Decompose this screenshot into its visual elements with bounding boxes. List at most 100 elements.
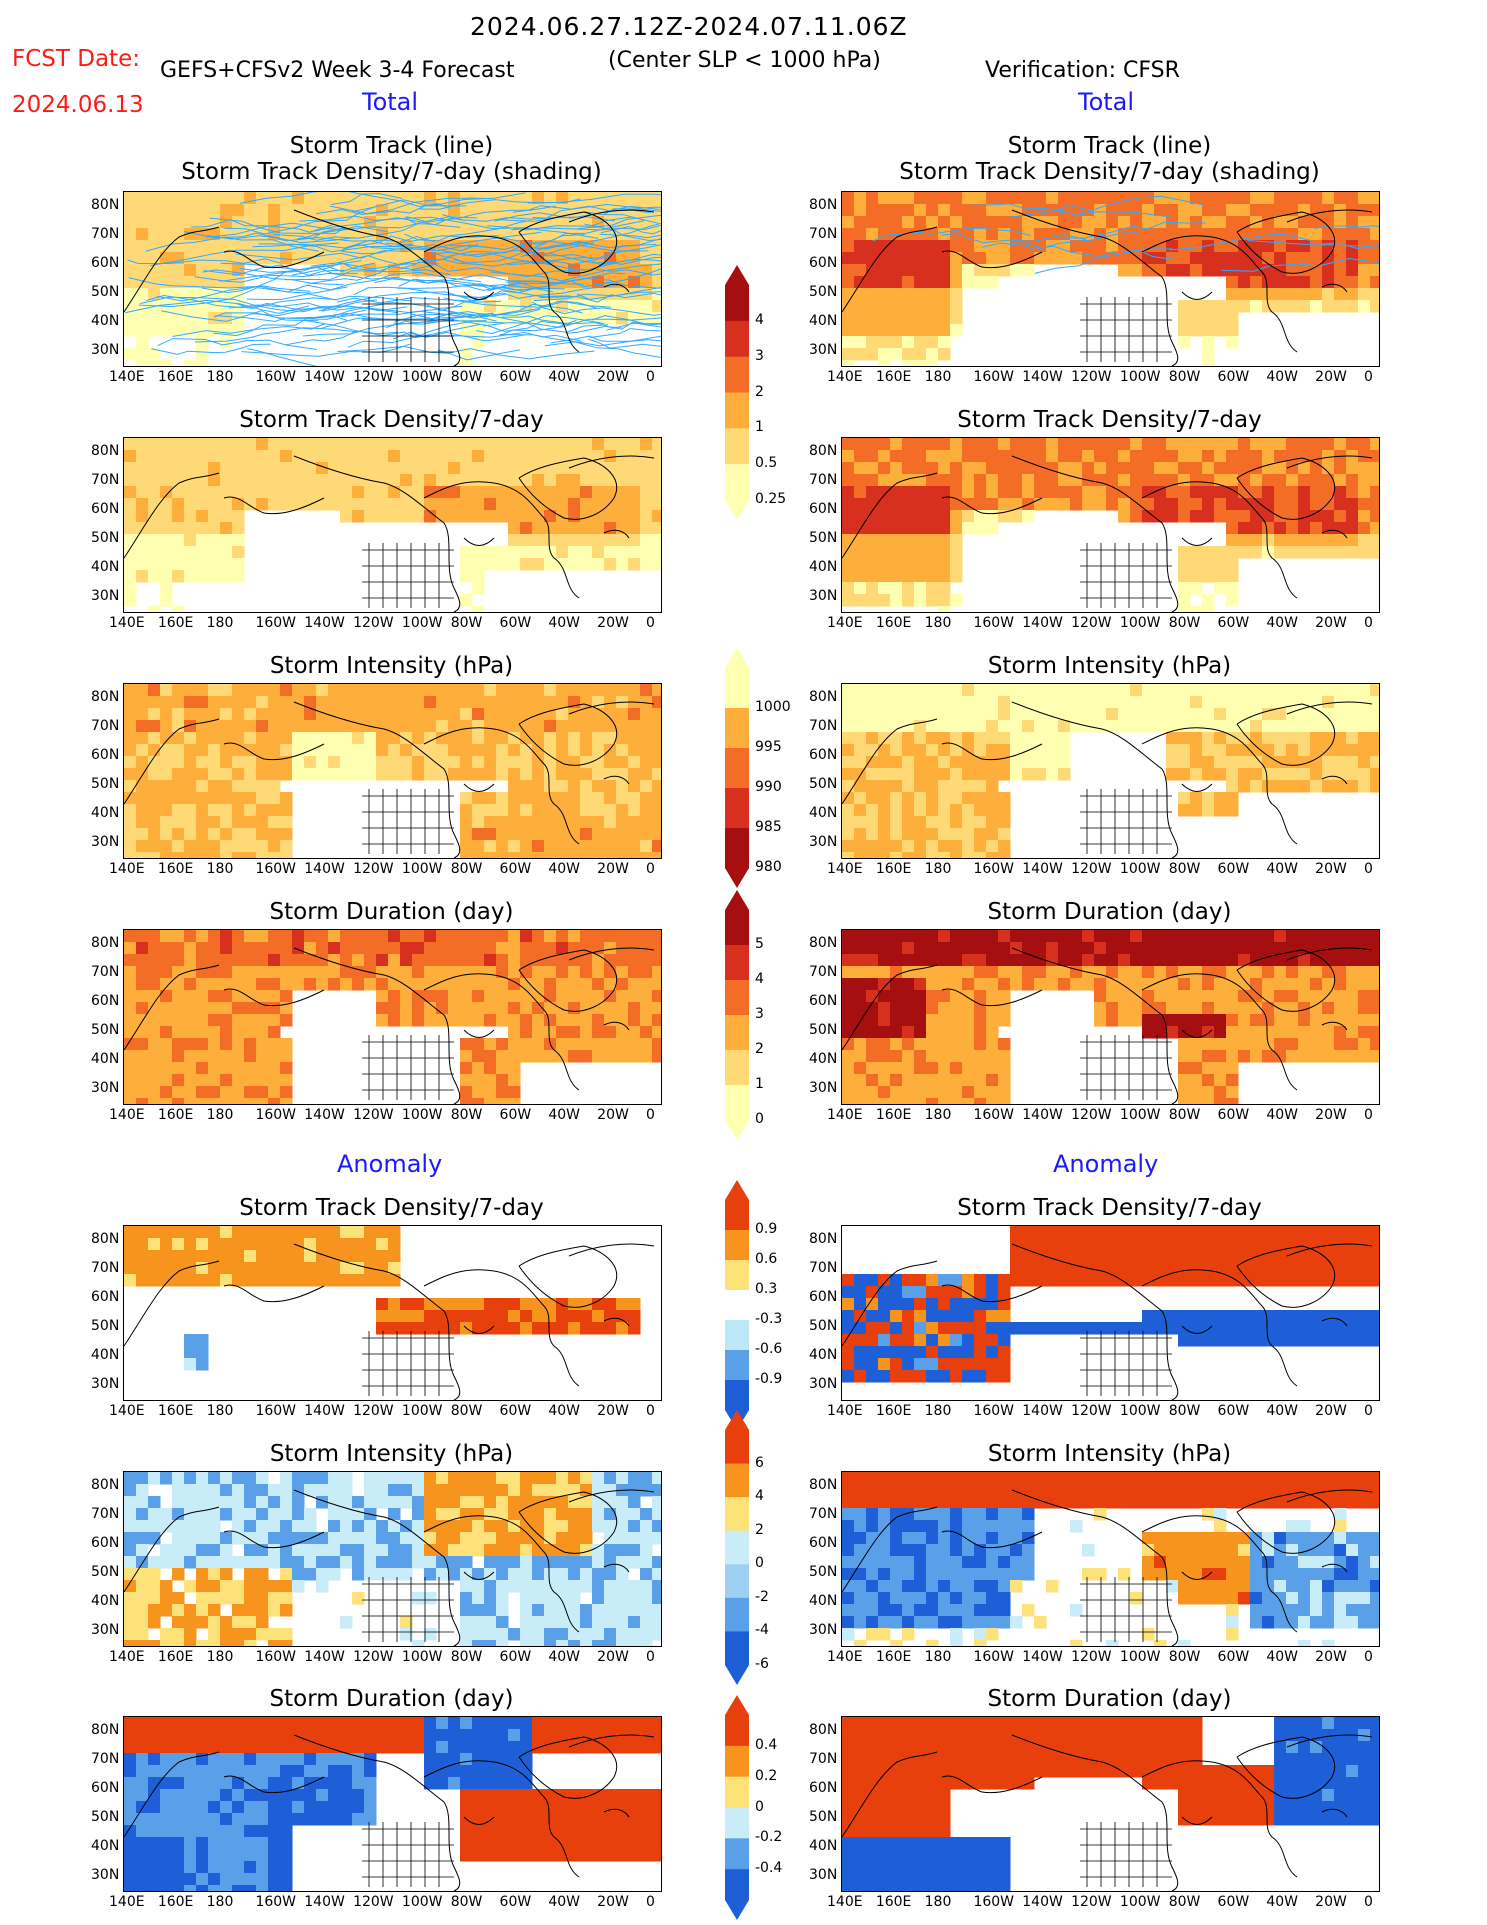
map-r-track-lon-tick: 100W: [1119, 369, 1161, 385]
map-r-anom-intensity-lon-tick: 40W: [1266, 1649, 1299, 1665]
map-r-anom-duration-lon-tick: 0: [1364, 1894, 1373, 1910]
title-R-intensity: Storm Intensity (hPa): [987, 653, 1232, 679]
map-l-anom-intensity-lon-tick: 160W: [255, 1649, 297, 1665]
map-l-density-lon-tick: 120W: [353, 615, 394, 631]
map-l-anom-duration-lat-tick: 70N: [91, 1751, 120, 1767]
map-r-duration-lon-tick: 140W: [1022, 1107, 1063, 1123]
colorbar-intensity-anomaly-label: -2: [755, 1588, 769, 1605]
map-l-anom-density-lon-tick: 80W: [450, 1403, 483, 1419]
map-r-duration-field: [842, 930, 1379, 1104]
colorbar-density-anomaly-label: -0.9: [755, 1371, 783, 1387]
colorbar-duration-anomaly-label: 0.4: [755, 1736, 778, 1753]
map-l-density-lat-tick: 80N: [91, 443, 120, 459]
map-l-density-lon-tick: 20W: [597, 615, 629, 631]
map-l-anom-intensity-lon-tick: 160E: [157, 1649, 194, 1665]
title-R-anom-duration: Storm Duration (day): [987, 1686, 1232, 1712]
model-title: GEFS+CFSv2 Week 3-4 Forecast: [160, 58, 515, 83]
map-r-intensity-lon-tick: 140E: [827, 861, 863, 877]
colorbar-density-anomaly-label: -0.3: [755, 1311, 783, 1327]
map-r-anom-duration-lon-tick: 60W: [1217, 1894, 1250, 1910]
map-l-anom-density-lon-tick: 40W: [548, 1403, 581, 1419]
map-l-duration-lat-tick: 60N: [91, 993, 120, 1009]
map-l-anom-duration-lon-tick: 100W: [401, 1894, 443, 1910]
map-r-density-lon-tick: 0: [1364, 615, 1373, 631]
map-r-anom-density-lat-tick: 50N: [809, 1318, 838, 1334]
title-R-anom-density: Storm Track Density/7-day: [957, 1195, 1262, 1221]
map-r-track-lon-tick: 80W: [1168, 369, 1201, 385]
map-r-track-lon-tick: 160E: [875, 369, 912, 385]
map-l-intensity-lon-tick: 140E: [109, 861, 145, 877]
map-l-track-lon-tick: 160W: [255, 369, 297, 385]
map-r-anom-density-lon-tick: 80W: [1168, 1403, 1201, 1419]
map-r-density-lon-tick: 40W: [1266, 615, 1299, 631]
map-r-duration-lon-tick: 180: [924, 1107, 952, 1123]
map-r-density-lon-tick: 80W: [1168, 615, 1201, 631]
map-r-track-lon-tick: 180: [924, 369, 952, 385]
map-r-anom-duration-lat-tick: 80N: [809, 1722, 838, 1738]
map-l-anom-duration-lon-tick: 0: [646, 1894, 655, 1910]
map-r-duration-lon-tick: 40W: [1266, 1107, 1299, 1123]
map-r-intensity-lon-tick: 60W: [1217, 861, 1250, 877]
map-l-anom-density-lon-tick: 100W: [401, 1403, 443, 1419]
map-l-density-lat-tick: 50N: [91, 530, 120, 546]
map-r-duration-lat-tick: 30N: [809, 1080, 838, 1096]
map-r-duration-lon-tick: 120W: [1071, 1107, 1112, 1123]
map-r-density: [841, 437, 1380, 613]
colorbar-intensity-anomaly-label: 0: [755, 1555, 764, 1572]
map-r-density-lat-tick: 70N: [809, 472, 838, 488]
map-l-intensity-lon-tick: 120W: [353, 861, 394, 877]
map-l-density-lon-tick: 40W: [548, 615, 581, 631]
map-l-track-lon-tick: 100W: [401, 369, 443, 385]
map-l-duration-lon-tick: 120W: [353, 1107, 394, 1123]
map-l-duration-lat-tick: 70N: [91, 964, 120, 980]
colorbar-density-total-label: 2: [755, 383, 764, 400]
map-r-density-lat-tick: 40N: [809, 559, 838, 575]
map-r-anom-duration-lon-tick: 80W: [1168, 1894, 1201, 1910]
map-l-anom-intensity-lon-tick: 40W: [548, 1649, 581, 1665]
map-l-duration-lon-tick: 140E: [109, 1107, 145, 1123]
map-r-anom-duration-lat-tick: 70N: [809, 1751, 838, 1767]
map-l-intensity-lon-tick: 160E: [157, 861, 194, 877]
map-l-density-lat-tick: 60N: [91, 501, 120, 517]
map-l-anom-density-lat-tick: 70N: [91, 1260, 120, 1276]
map-l-anom-density-lon-tick: 120W: [353, 1403, 394, 1419]
map-l-anom-intensity-field: [124, 1472, 661, 1646]
map-r-track-lon-tick: 40W: [1266, 369, 1299, 385]
map-r-track-lon-tick: 60W: [1217, 369, 1250, 385]
map-r-anom-duration-lon-tick: 100W: [1119, 1894, 1161, 1910]
title-L-track-shading: Storm Track Density/7-day (shading): [181, 159, 602, 185]
map-l-density-lon-tick: 160E: [157, 615, 194, 631]
period-title: 2024.06.27.12Z-2024.07.11.06Z: [470, 12, 908, 41]
map-l-anom-duration-lon-tick: 40W: [548, 1894, 581, 1910]
map-l-anom-duration-lat-tick: 50N: [91, 1809, 120, 1825]
map-l-anom-duration-lat-tick: 60N: [91, 1780, 120, 1796]
map-l-anom-duration-lon-tick: 80W: [450, 1894, 483, 1910]
map-l-track-lat-tick: 50N: [91, 284, 120, 300]
map-l-duration-lon-tick: 40W: [548, 1107, 581, 1123]
map-l-anom-density-lon-tick: 140W: [304, 1403, 345, 1419]
map-r-anom-intensity-lat-tick: 40N: [809, 1593, 838, 1609]
verification-title: Verification: CFSR: [985, 58, 1180, 83]
title-L-density: Storm Track Density/7-day: [239, 407, 544, 433]
map-l-intensity-lon-tick: 0: [646, 861, 655, 877]
map-r-anom-density-lon-tick: 40W: [1266, 1403, 1299, 1419]
map-l-intensity-lat-tick: 80N: [91, 689, 120, 705]
map-l-anom-duration-lon-tick: 60W: [499, 1894, 532, 1910]
map-r-intensity-lat-tick: 80N: [809, 689, 838, 705]
map-l-anom-intensity-lat-tick: 80N: [91, 1477, 120, 1493]
map-l-track-lon-tick: 0: [646, 369, 655, 385]
map-r-anom-density-lon-tick: 180: [924, 1403, 952, 1419]
map-l-anom-duration-lon-tick: 140W: [304, 1894, 345, 1910]
map-r-intensity-lon-tick: 80W: [1168, 861, 1201, 877]
map-r-track-lon-tick: 140E: [827, 369, 863, 385]
fcst-date-value: 2024.06.13: [12, 92, 144, 118]
map-r-duration-lat-tick: 60N: [809, 993, 838, 1009]
map-r-duration: [841, 929, 1380, 1105]
map-r-track-lat-tick: 30N: [809, 342, 838, 358]
title-R-duration: Storm Duration (day): [987, 899, 1232, 925]
criterion-title: (Center SLP < 1000 hPa): [608, 48, 881, 73]
map-r-density-lon-tick: 60W: [1217, 615, 1250, 631]
map-r-density-lon-tick: 160E: [875, 615, 912, 631]
map-r-anom-intensity-lat-tick: 30N: [809, 1622, 838, 1638]
colorbar-density-anomaly-label: 0.9: [755, 1221, 778, 1237]
